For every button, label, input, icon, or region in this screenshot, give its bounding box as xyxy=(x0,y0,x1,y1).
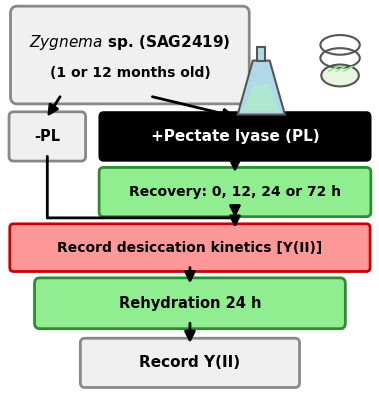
Text: Record desiccation kinetics [Y(II)]: Record desiccation kinetics [Y(II)] xyxy=(57,241,323,255)
FancyBboxPatch shape xyxy=(10,224,370,272)
Polygon shape xyxy=(257,47,265,60)
FancyBboxPatch shape xyxy=(100,113,370,160)
FancyBboxPatch shape xyxy=(9,112,86,161)
Polygon shape xyxy=(238,60,285,114)
Text: Record Y(II): Record Y(II) xyxy=(139,355,241,370)
Text: $\it{Zygnema}$ sp. (SAG2419): $\it{Zygnema}$ sp. (SAG2419) xyxy=(29,33,231,52)
FancyBboxPatch shape xyxy=(99,168,371,217)
Polygon shape xyxy=(243,84,280,111)
Ellipse shape xyxy=(321,64,359,86)
FancyBboxPatch shape xyxy=(80,338,299,388)
Text: -PL: -PL xyxy=(34,129,60,144)
Text: (1 or 12 months old): (1 or 12 months old) xyxy=(50,66,210,80)
Text: Recovery: 0, 12, 24 or 72 h: Recovery: 0, 12, 24 or 72 h xyxy=(129,185,341,199)
FancyBboxPatch shape xyxy=(34,278,345,329)
Text: Rehydration 24 h: Rehydration 24 h xyxy=(119,296,261,311)
FancyBboxPatch shape xyxy=(11,6,249,104)
Text: +Pectate lyase (PL): +Pectate lyase (PL) xyxy=(151,129,319,144)
